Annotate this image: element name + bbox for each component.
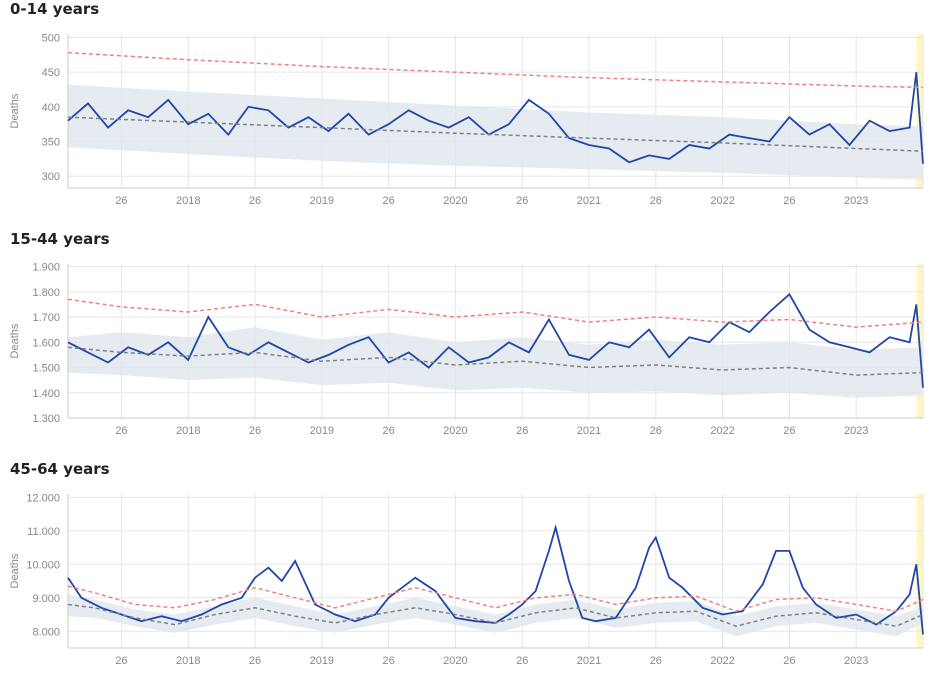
chart-svg: 8.000 9.000 10.000 11.000 12.000 26 2018 26 2019… — [9, 492, 924, 667]
x-tick-label: 26 — [783, 425, 795, 437]
x-tick-label: 26 — [383, 655, 395, 667]
x-tick-label: 26 — [783, 195, 795, 207]
x-tick-label: 2018 — [176, 655, 200, 667]
threshold-line — [67, 298, 924, 328]
y-tick-label: 450 — [42, 67, 60, 79]
x-tick-label: 2020 — [443, 655, 467, 667]
y-tick-label: 1.300 — [32, 413, 60, 425]
y-tick-label: 1.800 — [32, 287, 60, 299]
x-tick-label: 26 — [516, 425, 528, 437]
chart-title: 0-14 years — [10, 0, 100, 18]
y-tick-label: 300 — [42, 171, 60, 183]
y-tick-label: 400 — [42, 102, 60, 114]
x-tick-label: 26 — [249, 425, 261, 437]
threshold-line — [67, 51, 924, 89]
x-tick-label: 26 — [516, 195, 528, 207]
current-period-highlight — [916, 494, 923, 648]
x-tick-label: 2021 — [577, 655, 601, 667]
x-tick-label: 26 — [516, 655, 528, 667]
x-tick-label: 2021 — [577, 425, 601, 437]
x-tick-label: 2023 — [844, 425, 868, 437]
x-tick-label: 2019 — [310, 655, 334, 667]
y-axis-label: Deaths — [9, 553, 21, 588]
x-tick-label: 2020 — [443, 425, 467, 437]
chart-svg: 1.300 1.400 1.500 1.600 1.700 1.800 1.900 26 201… — [9, 262, 924, 437]
y-axis-label: Deaths — [9, 93, 21, 128]
y-tick-label: 1.600 — [32, 337, 60, 349]
x-tick-label: 26 — [115, 425, 127, 437]
expected-range-band — [68, 84, 923, 180]
chart-panel-2: 15-44 years 1.300 1.400 1.500 1.600 1.700 1.80… — [0, 230, 940, 456]
observed-deaths-line — [67, 292, 924, 388]
baseline-line — [67, 116, 924, 152]
x-tick-label: 2019 — [310, 195, 334, 207]
chart-title: 45-64 years — [10, 460, 110, 478]
y-tick-label: 1.900 — [32, 262, 60, 274]
threshold-line — [67, 585, 924, 612]
x-tick-label: 2022 — [710, 655, 734, 667]
x-tick-label: 2018 — [176, 425, 200, 437]
y-tick-label: 350 — [42, 137, 60, 149]
y-axis-label: Deaths — [9, 323, 21, 358]
chart-panel-3: 45-64 years 8.000 9.000 10.000 11.000 12.000 2… — [0, 460, 940, 686]
y-tick-label: 1.500 — [32, 363, 60, 375]
y-tick-label: 8.000 — [32, 626, 60, 638]
x-tick-label: 26 — [650, 195, 662, 207]
baseline-line — [67, 603, 924, 627]
x-tick-label: 2021 — [577, 195, 601, 207]
chart-panel-1: 0-14 years 300 350 400 450 500 26 2018 26 2019 26 2… — [0, 0, 940, 226]
x-tick-label: 26 — [650, 655, 662, 667]
expected-range-band — [68, 594, 923, 637]
x-tick-label: 26 — [783, 655, 795, 667]
x-tick-label: 26 — [115, 655, 127, 667]
chart-svg: 300 350 400 450 500 26 2018 26 2019 26 2020 26 2021 2… — [9, 32, 924, 207]
x-tick-label: 2020 — [443, 195, 467, 207]
y-tick-label: 11.000 — [27, 526, 60, 538]
x-tick-label: 26 — [115, 195, 127, 207]
x-tick-label: 26 — [383, 195, 395, 207]
x-tick-label: 26 — [383, 425, 395, 437]
x-tick-label: 26 — [249, 655, 261, 667]
observed-deaths-line — [67, 524, 924, 635]
x-tick-label: 26 — [650, 425, 662, 437]
y-tick-label: 1.400 — [32, 388, 60, 400]
y-tick-label: 10.000 — [26, 559, 60, 571]
x-tick-label: 2022 — [710, 195, 734, 207]
x-tick-label: 2018 — [176, 195, 200, 207]
y-tick-label: 500 — [42, 32, 60, 44]
x-tick-label: 2022 — [710, 425, 734, 437]
chart-title: 15-44 years — [10, 230, 110, 248]
y-tick-label: 12.000 — [26, 492, 60, 504]
x-tick-label: 2023 — [844, 655, 868, 667]
y-tick-label: 1.700 — [32, 312, 60, 324]
x-tick-label: 2023 — [844, 195, 868, 207]
x-tick-label: 2019 — [310, 425, 334, 437]
baseline-line — [67, 346, 924, 376]
x-tick-label: 26 — [249, 195, 261, 207]
observed-deaths-line — [67, 72, 924, 164]
y-tick-label: 9.000 — [32, 593, 60, 605]
